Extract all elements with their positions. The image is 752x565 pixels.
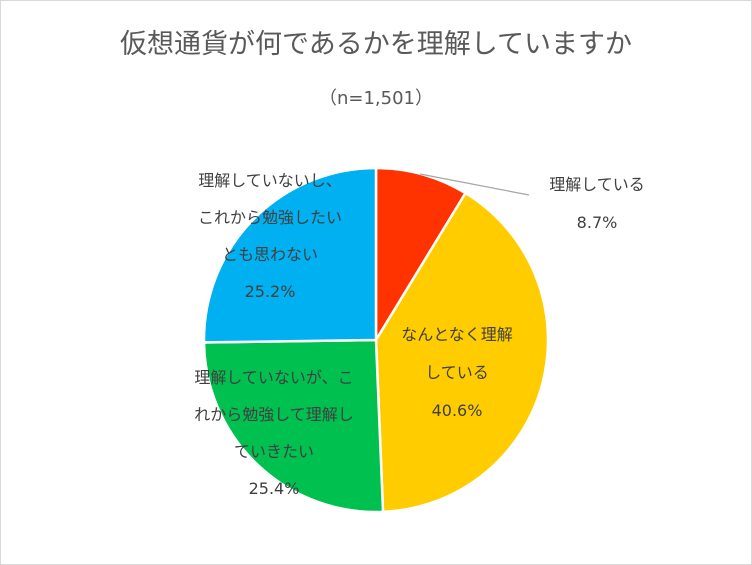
slice-category-label: れから勉強して理解し — [194, 405, 354, 424]
slice-category-label: ていきたい — [234, 442, 314, 461]
slice-value-label: 40.6% — [432, 401, 483, 420]
chart-title: 仮想通貨が何であるかを理解していますか — [120, 29, 632, 60]
chart-subtitle: （n=1,501） — [318, 88, 434, 109]
slice-category-label: している — [425, 363, 489, 382]
slice-category-label: なんとなく理解 — [401, 325, 513, 344]
pie-slice-3 — [202, 338, 385, 514]
pie-slice-2 — [374, 191, 550, 514]
leader-line — [419, 173, 530, 196]
slice-value-label: 8.7% — [577, 213, 618, 232]
slice-category-label: とも思わない — [222, 245, 318, 264]
pie-slice-4 — [202, 166, 378, 344]
slice-category-label: 理解していないし、 — [198, 171, 342, 190]
slice-value-label: 25.2% — [245, 282, 296, 301]
slice-value-label: 25.4% — [249, 479, 300, 498]
slice-category-label: 理解している — [549, 175, 645, 194]
slice-category-label: 理解していないが、こ — [194, 368, 353, 387]
slice-category-label: これから勉強したい — [198, 208, 342, 227]
